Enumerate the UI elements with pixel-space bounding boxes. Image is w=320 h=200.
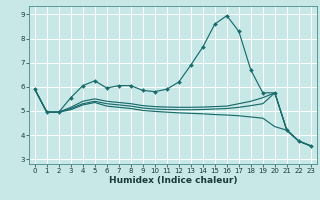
X-axis label: Humidex (Indice chaleur): Humidex (Indice chaleur) xyxy=(108,176,237,185)
